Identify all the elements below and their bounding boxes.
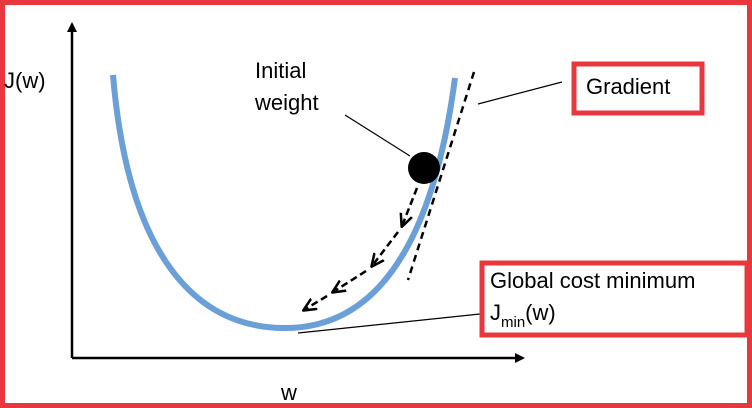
cost-curve [110,74,458,332]
gradient-tangent [406,71,476,281]
jmin-base: J [490,300,501,325]
descent-steps [304,187,419,310]
x-axis-label: w [280,380,297,405]
jmin-label: Jmin(w) [490,300,556,331]
gradient-label: Gradient [586,74,670,99]
leader-line [297,313,481,334]
initial-weight-label: Initial [255,58,306,83]
leader-line [477,81,563,105]
jmin-suffix: (w) [525,300,556,325]
initial-weight-point [408,152,440,184]
y-axis-label: J(w) [4,68,46,93]
step-arrow [304,294,328,310]
global-minimum-label: Global cost minimum [490,268,695,293]
minimum-box [479,260,750,338]
jmin-subscript: min [501,314,525,331]
step-arrow [333,269,367,292]
step-arrow [372,231,399,266]
step-arrow [402,187,419,226]
initial-weight-label: weight [254,90,319,115]
leader-line [344,114,411,157]
gradient-box [571,61,705,116]
